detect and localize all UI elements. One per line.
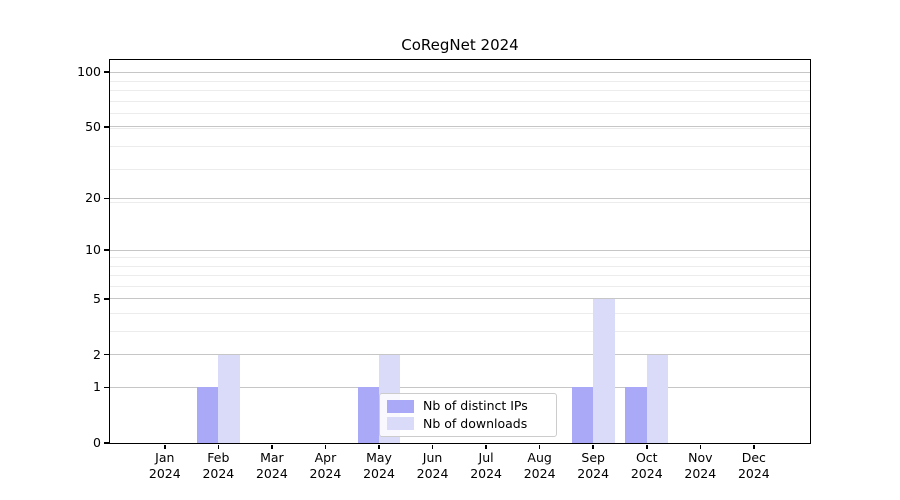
gridline-major [110,298,810,300]
y-tick-label: 5 [93,290,101,306]
legend: Nb of distinct IPs Nb of downloads [379,393,557,437]
x-tick-label: Jun 2024 [416,450,449,481]
y-tick-label: 1 [93,379,101,395]
gridline-minor [110,100,810,102]
x-tick-mark [217,444,220,449]
x-tick-label: Sep 2024 [577,450,610,481]
x-tick-label: Dec 2024 [737,450,770,481]
y-tick-mark [104,249,109,251]
plot-area [108,58,811,444]
x-tick-label: Oct 2024 [630,450,663,481]
gridline-major [110,354,810,356]
bar-distinct-ips [571,387,594,443]
gridline-minor [110,80,810,82]
y-tick-mark [104,298,109,300]
x-tick-label: Mar 2024 [255,450,288,481]
x-tick-label: Feb 2024 [202,450,235,481]
x-tick-label: May 2024 [363,450,395,481]
gridline-major [110,197,810,199]
gridline-minor [110,113,810,115]
gridline-minor [110,331,810,333]
x-tick-label: Apr 2024 [309,450,342,481]
y-tick-mark [104,126,109,128]
y-tick-mark [104,353,109,356]
bar-distinct-ips [196,387,219,443]
gridline-major [110,71,810,73]
gridline-minor [110,265,810,267]
legend-swatch-distinct-ips [387,399,414,413]
x-tick-mark [431,444,434,449]
x-tick-mark [538,444,541,449]
y-tick-mark [104,71,109,73]
bar-distinct-ips [625,387,647,443]
x-tick-label: Jan 2024 [148,450,181,481]
x-tick-mark [164,444,166,449]
gridline-minor [110,90,810,92]
gridline-minor [110,313,810,315]
gridline-minor [110,286,810,288]
x-tick-mark [646,444,648,449]
gridline-minor [110,169,810,171]
gridline-minor [110,257,810,259]
y-tick-label: 50 [85,118,101,134]
x-tick-label: Jul 2024 [470,450,502,481]
gridline-minor [110,275,810,277]
y-tick-label: 0 [93,435,101,450]
legend-item-downloads: Nb of downloads [387,415,549,431]
y-tick-label: 10 [85,242,101,258]
x-tick-mark [485,444,487,449]
legend-label: Nb of distinct IPs [423,398,528,414]
x-tick-mark [271,444,273,449]
gridline-minor [110,201,810,203]
x-tick-mark [378,444,380,449]
x-tick-mark [592,444,594,449]
gridline-minor [110,128,810,130]
x-tick-label: Nov 2024 [684,450,717,481]
y-tick-mark [104,442,109,444]
legend-item-distinct-ips: Nb of distinct IPs [387,399,549,413]
x-tick-mark [324,444,327,449]
legend-swatch-downloads [387,417,414,431]
y-tick-label: 100 [77,64,101,79]
gridline-minor [110,145,810,147]
gridline-major [110,249,810,251]
bar-distinct-ips [357,387,379,443]
bar-downloads [593,298,615,443]
gridline-major [110,386,810,388]
legend-label: Nb of downloads [423,415,528,431]
x-tick-label: Aug 2024 [523,450,556,481]
y-tick-mark [104,386,109,389]
y-tick-mark [104,197,109,199]
bar-downloads [646,354,669,443]
x-tick-mark [753,444,755,449]
x-tick-mark [699,444,702,449]
gridline-major [110,126,810,128]
y-tick-label: 2 [93,346,101,362]
y-tick-label: 20 [85,190,101,206]
bar-downloads [218,354,240,443]
chart-title: CoRegNet 2024 [401,36,519,54]
